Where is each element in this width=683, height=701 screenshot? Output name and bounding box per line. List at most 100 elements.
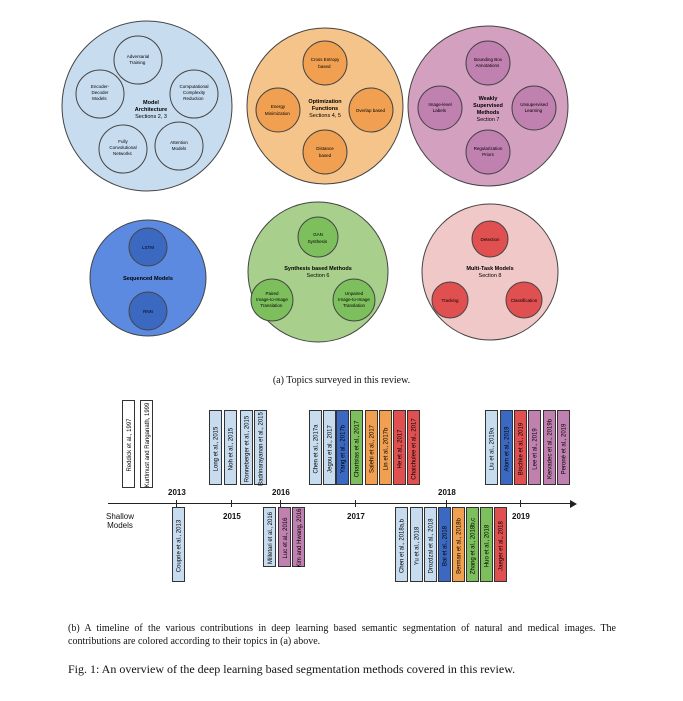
year-label-2019: 2019 — [512, 512, 530, 521]
figure-b-caption: (b) A timeline of the various contributi… — [68, 623, 616, 647]
figure-a-caption: (a) Topics surveyed in this review. — [272, 375, 411, 386]
timeline-entry-label: Milletari et al., 2016 — [267, 511, 274, 565]
timeline-entry-above-18: Kervadec et al., 2019b — [543, 410, 556, 485]
timeline-entry-label: Drozdzal et al., 2018 — [428, 517, 435, 574]
timeline-entry-label: Bai et al., 2018 — [442, 525, 449, 566]
timeline-entry-above-8: Yang et al., 2017b — [336, 410, 349, 485]
timeline-entry-label: Kim and Hwang, 2016 — [296, 508, 303, 568]
timeline-entry-label: Chartsias et al., 2017 — [354, 420, 361, 477]
timeline-entry-label: Salehi et al., 2017 — [369, 424, 376, 473]
timeline-entry-above-15: Alom et al., 2019 — [500, 410, 513, 485]
timeline-entry-below-10: Huo et al., 2018 — [480, 507, 493, 582]
timeline-entry-below-6: Drozdzal et al., 2018 — [424, 507, 437, 582]
timeline-entry-label: He et al., 2017 — [397, 428, 404, 469]
group-synthesis-methods: GAN Synthesis Paired Image-to-Image Transla… — [247, 201, 389, 343]
timeline-entry-above-5: Badrinarayanan et al., 2015 — [254, 410, 267, 485]
timeline: Shallow Models Reddick et al., 1997 Kurtl… — [0, 390, 683, 610]
timeline-entry-label: Liu et al., 2019a — [489, 427, 496, 470]
year-tick — [355, 500, 356, 507]
timeline-entry-label: Kervadec et al., 2019b — [547, 418, 554, 479]
timeline-entry-above-2: Long et al., 2015 — [209, 410, 222, 485]
timeline-entry-above-16: Bischke et al., 2019 — [514, 410, 527, 485]
timeline-entry-above-9: Chartsias et al., 2017 — [350, 410, 363, 485]
timeline-entry-above-6: Chen et al., 2017a — [309, 410, 322, 485]
timeline-entry-above-1: Kurtlmust and Ranganath, 1999 — [140, 400, 153, 488]
timeline-entry-above-14: Liu et al., 2019a — [485, 410, 498, 485]
svg-text:Sequenced Models: Sequenced Models — [123, 276, 173, 282]
timeline-entry-above-4: Ronneberger et al., 2015 — [240, 410, 253, 485]
timeline-entry-label: Luc et al., 2016 — [282, 517, 289, 559]
timeline-entry-above-0: Reddick et al., 1997 — [122, 400, 135, 488]
timeline-entry-above-12: He et al., 2017 — [393, 410, 406, 485]
timeline-entry-label: Alom et al., 2019 — [504, 425, 511, 472]
timeline-entry-label: Jaeger et al., 2018 — [498, 520, 505, 571]
timeline-entry-label: Kurtlmust and Ranganath, 1999 — [144, 402, 151, 488]
timeline-entry-below-9: Zhang et al., 2018b,c — [466, 507, 479, 582]
timeline-entry-label: Yang et al., 2017b — [340, 424, 347, 473]
timeline-entry-above-10: Salehi et al., 2017 — [365, 410, 378, 485]
timeline-entry-label: Yu et al., 2018 — [414, 526, 421, 565]
timeline-entry-label: Ronneberger et al., 2015 — [244, 415, 251, 482]
year-label-2013: 2013 — [168, 488, 186, 497]
timeline-entry-label: Long et al., 2015 — [213, 426, 220, 471]
timeline-entry-below-8: Berman et al., 2018b — [452, 507, 465, 582]
topics-diagram: Adversarial Training Encoder-Decoder Model… — [61, 20, 569, 343]
timeline-entry-label: Lee et al., 2019 — [532, 427, 539, 470]
timeline-entry-below-3: Kim and Hwang, 2016 — [292, 507, 305, 568]
timeline-entry-below-1: Milletari et al., 2016 — [263, 507, 276, 567]
timeline-entry-above-7: Jegou et al., 2017 — [323, 410, 336, 485]
group-weakly-supervised: Bounding Box Annotations Image-level Label… — [407, 25, 569, 187]
timeline-entry-label: Chen et al., 2017a — [313, 423, 320, 474]
timeline-axis — [108, 503, 574, 504]
timeline-entry-label: Bischke et al., 2019 — [518, 422, 525, 475]
timeline-entry-below-2: Luc et al., 2016 — [278, 507, 291, 567]
group-multitask-models: Detection Tracking Classification Multi-Ta… — [421, 203, 559, 341]
timeline-entry-label: Huo et al., 2018 — [484, 524, 491, 567]
year-tick — [280, 500, 281, 507]
timeline-entry-label: Chaichulee et al., 2017 — [411, 417, 418, 480]
timeline-entry-label: Peroné et al., 2019 — [561, 423, 568, 474]
timeline-entry-below-11: Jaeger et al., 2018 — [494, 507, 507, 582]
timeline-entry-label: Noh et al., 2015 — [228, 427, 235, 470]
year-label-2015: 2015 — [223, 512, 241, 521]
timeline-entry-label: Reddick et al., 1997 — [126, 418, 133, 472]
timeline-entry-above-3: Noh et al., 2015 — [224, 410, 237, 485]
timeline-entry-below-7: Bai et al., 2018 — [438, 507, 451, 582]
timeline-entry-label: Couprie et al., 2013 — [176, 519, 183, 572]
timeline-entry-label: Berman et al., 2018b — [456, 517, 463, 574]
timeline-entry-below-4: Chen et al., 2018a,b — [395, 507, 408, 582]
timeline-entry-above-11: Lin et al., 2017b — [379, 410, 392, 485]
timeline-entry-above-13: Chaichulee et al., 2017 — [407, 410, 420, 485]
timeline-entry-label: Badrinarayanan et al., 2015 — [258, 411, 265, 486]
group-sequenced-models: LSTM RNN Sequenced Models — [89, 219, 207, 337]
timeline-entry-above-19: Peroné et al., 2019 — [557, 410, 570, 485]
timeline-entry-below-5: Yu et al., 2018 — [410, 507, 423, 582]
year-tick — [446, 500, 447, 507]
timeline-entry-label: Lin et al., 2017b — [383, 427, 390, 470]
timeline-entry-above-17: Lee et al., 2019 — [528, 410, 541, 485]
shallow-models-label: Shallow Models — [105, 512, 134, 530]
year-label-2018: 2018 — [438, 488, 456, 497]
timeline-entry-label: Zhang et al., 2018b,c — [470, 517, 477, 574]
axis-arrow — [570, 500, 577, 508]
item-adversarial: Adversarial — [127, 54, 150, 59]
timeline-entry-below-0: Couprie et al., 2013 — [172, 507, 185, 582]
year-tick — [231, 500, 232, 507]
group-model-architecture: Adversarial Training Encoder-Decoder Model… — [61, 20, 233, 192]
timeline-entry-label: Jegou et al., 2017 — [327, 424, 334, 473]
year-label-2017: 2017 — [347, 512, 365, 521]
year-label-2016: 2016 — [272, 488, 290, 497]
figure-caption: Fig. 1: An overview of the deep learning… — [68, 662, 516, 676]
year-tick — [176, 500, 177, 507]
